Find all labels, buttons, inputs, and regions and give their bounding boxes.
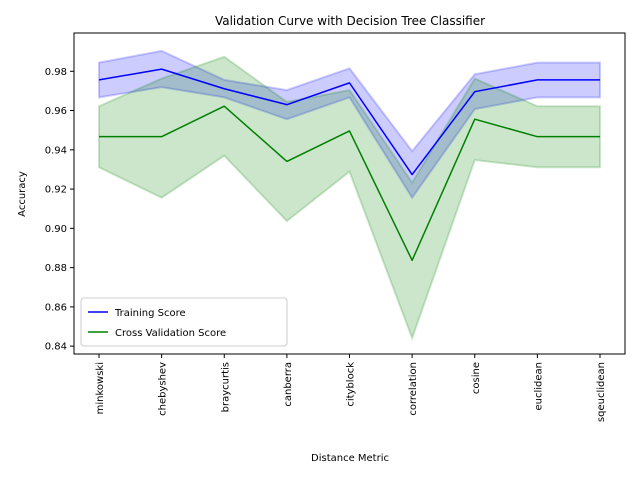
y-tick-label: 0.88 [45,263,67,274]
y-tick-label: 0.94 [45,145,67,156]
series-line-0 [98,68,600,176]
x-tick-label: euclidean [533,362,544,411]
chart-title: Validation Curve with Decision Tree Clas… [215,14,485,28]
y-tick-label: 0.90 [45,224,67,235]
x-axis-label: Distance Metric [311,453,389,464]
x-tick-label: cosine [471,362,482,394]
plot-frame [73,32,626,355]
x-tick-label: correlation [408,362,419,416]
x-tick-label: chebyshev [158,362,169,416]
legend-frame [80,297,288,347]
legend: Training Score Cross Validation Score [80,297,288,347]
y-tick-label: 0.84 [45,342,67,353]
confidence-band-0 [98,49,601,200]
x-tick-label: sqeuclidean [596,362,607,422]
confidence-bands [98,49,601,342]
x-tick-label: braycurtis [220,362,231,412]
y-tick-label: 0.86 [45,302,67,313]
x-axis-ticks: minkowski chebyshev braycurtis canberra city… [95,354,607,422]
confidence-band-1 [98,55,601,342]
legend-label-training: Training Score [114,308,186,319]
series-lines [98,68,600,262]
x-tick-label: cityblock [346,362,357,407]
x-tick-label: canberra [283,362,294,407]
x-tick-label: minkowski [95,362,106,414]
y-axis-ticks: 0.84 0.86 0.88 0.90 0.92 0.94 0.96 0.98 [45,67,74,353]
series-line-1 [99,105,600,262]
y-tick-label: 0.96 [45,106,67,117]
y-tick-label: 0.92 [45,185,67,196]
y-axis-label: Accuracy [17,171,28,217]
y-tick-label: 0.98 [45,67,67,78]
legend-label-cross-validation: Cross Validation Score [115,328,226,339]
